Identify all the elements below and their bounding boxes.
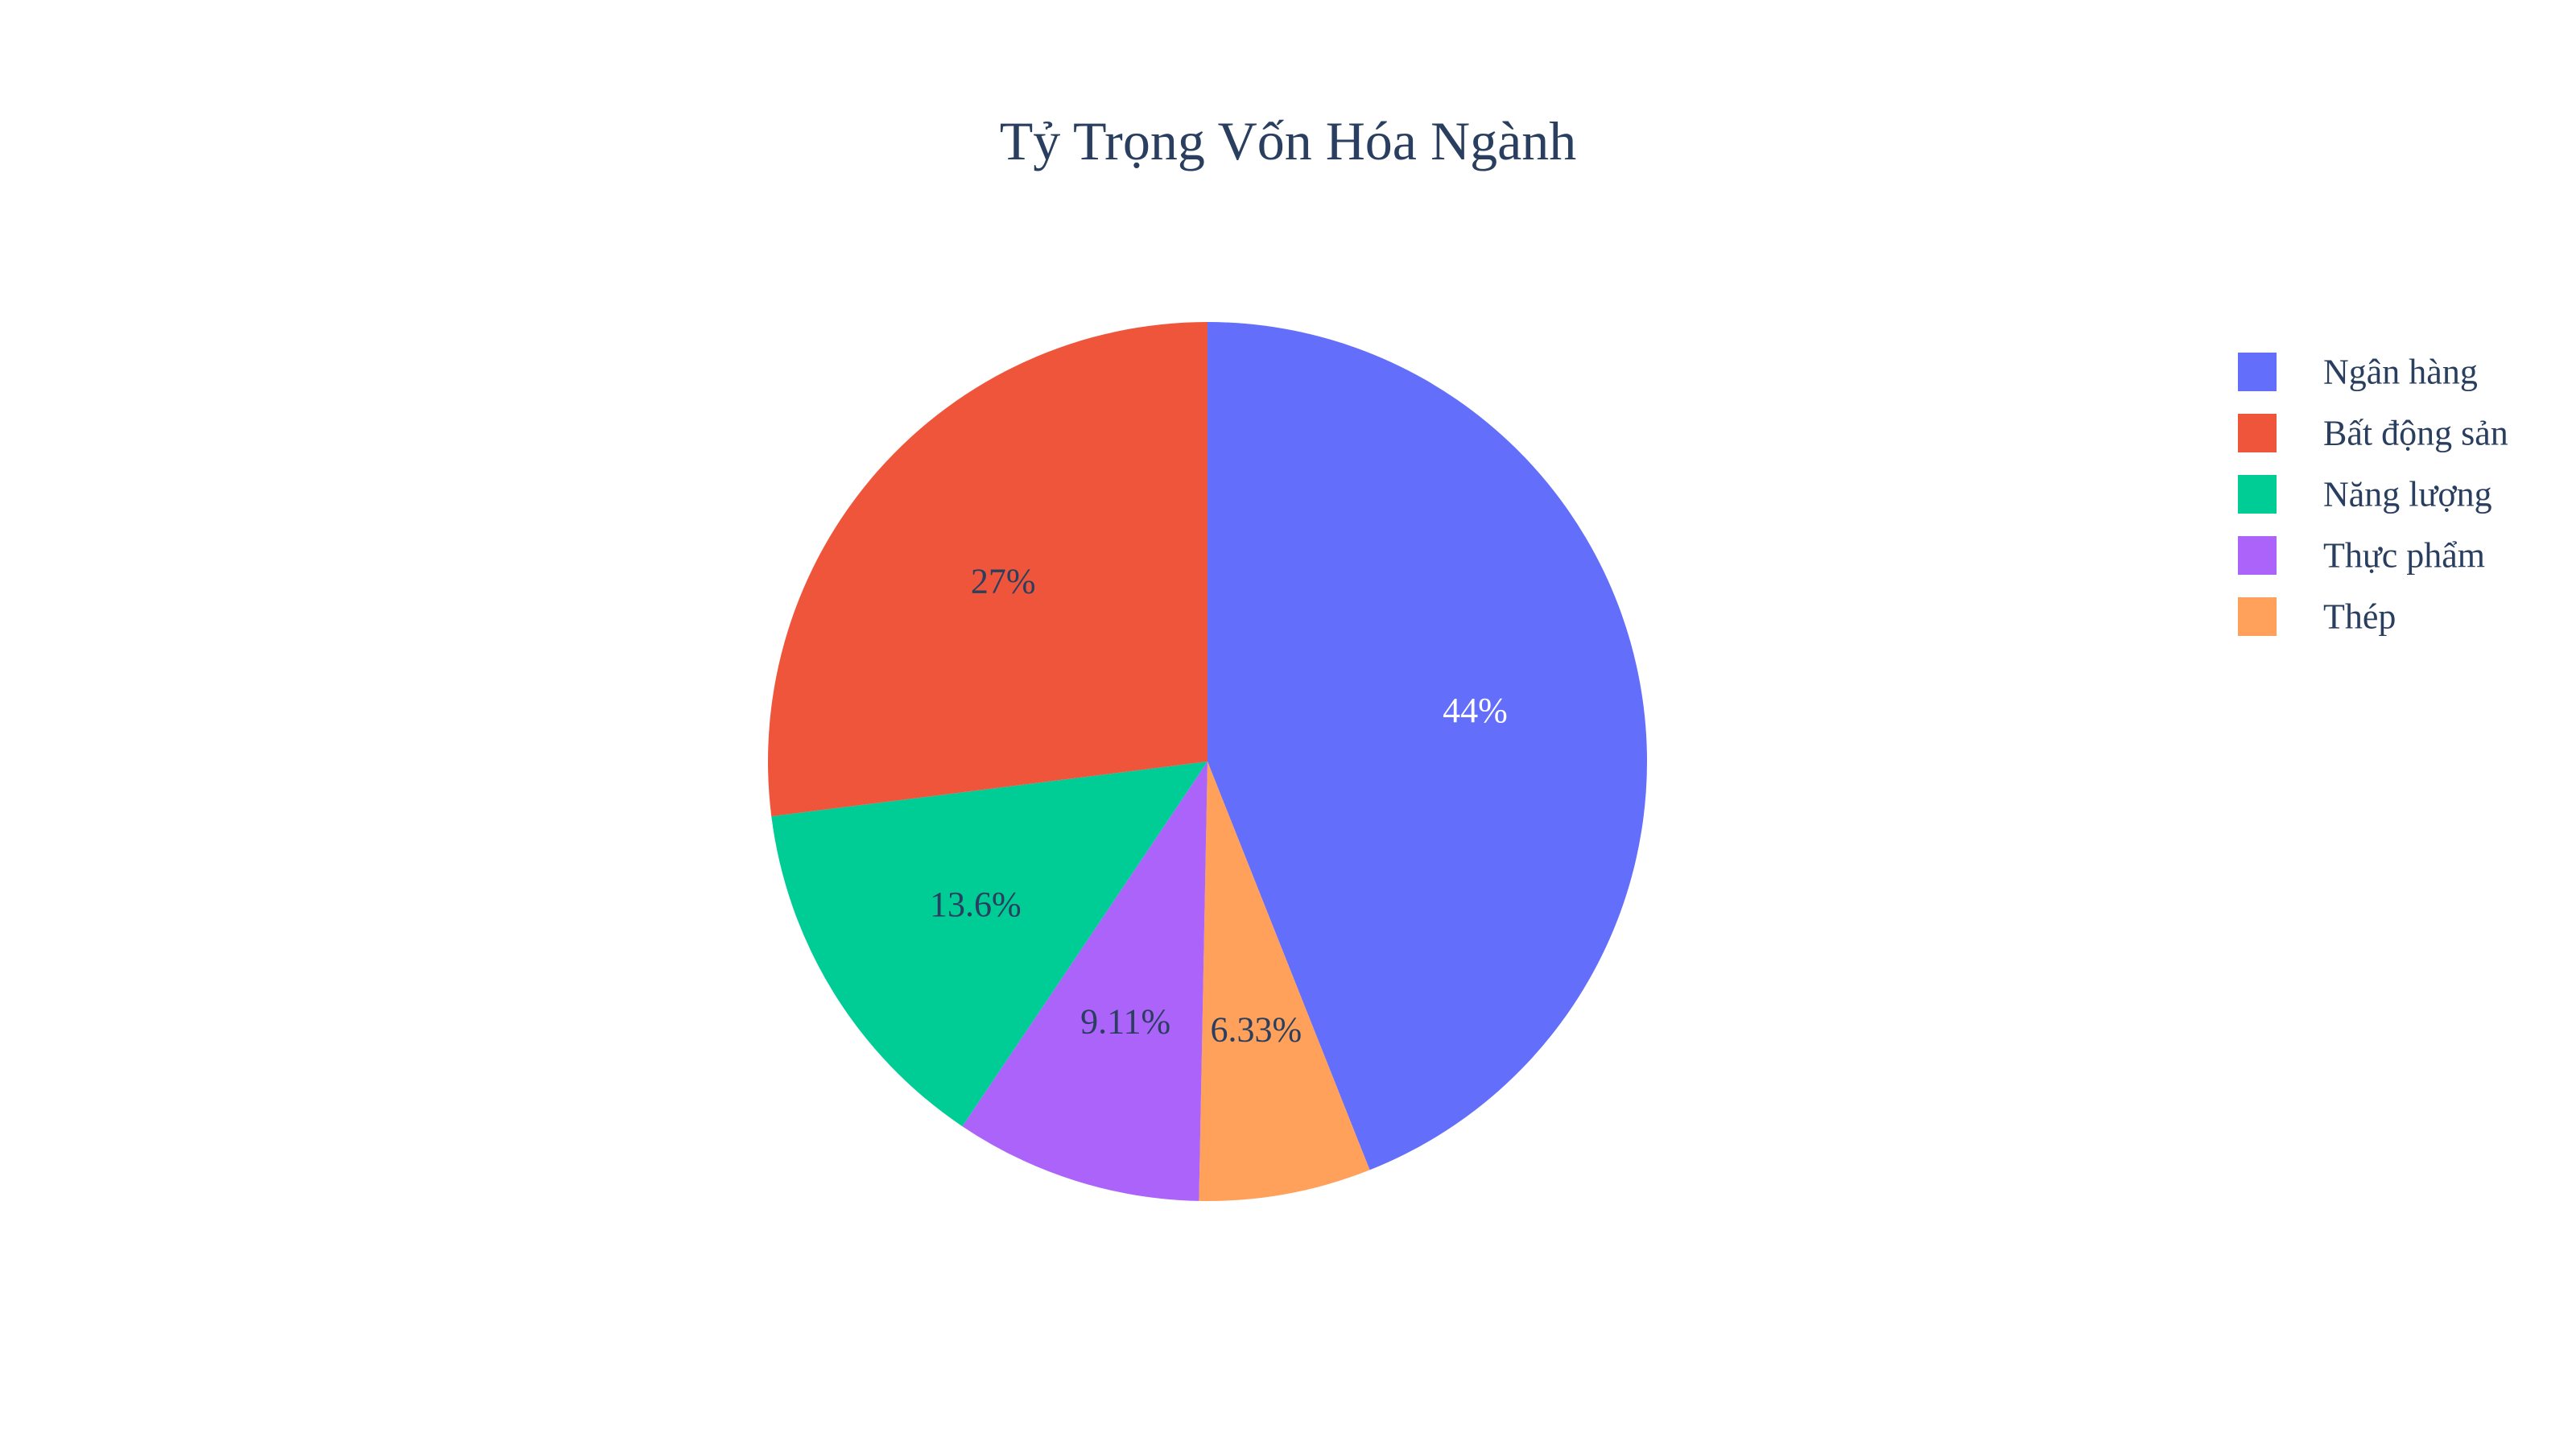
- legend-label-thep: Thép: [2323, 597, 2396, 637]
- slice-label-bat-dong-san: 27%: [971, 562, 1036, 601]
- legend: Ngân hàng Bất động sản Năng lượng Thực phẩm…: [2238, 353, 2508, 637]
- legend-swatch-thuc-pham: [2238, 536, 2277, 575]
- legend-item-thep[interactable]: Thép: [2238, 597, 2396, 637]
- legend-swatch-thep: [2238, 597, 2277, 636]
- pie-labels: 44% 6.33% 9.11% 13.6% 27%: [930, 562, 1508, 1050]
- chart-title: Tỷ Trọng Vốn Hóa Ngành: [1000, 110, 1577, 171]
- pie-slice-thep: [1199, 762, 1370, 1201]
- slice-label-nang-luong: 13.6%: [930, 885, 1022, 924]
- pie-slice-ngan-hang: [1208, 322, 1647, 1170]
- pie-slice-nang-luong: [771, 762, 1208, 1127]
- legend-item-ngan-hang[interactable]: Ngân hàng: [2238, 353, 2478, 392]
- legend-label-bat-dong-san: Bất động sản: [2323, 414, 2508, 453]
- legend-swatch-nang-luong: [2238, 475, 2277, 514]
- legend-label-ngan-hang: Ngân hàng: [2323, 353, 2478, 392]
- pie-slices: [767, 322, 1647, 1201]
- slice-label-thep: 6.33%: [1211, 1010, 1302, 1050]
- pie-slice-thuc-pham: [962, 762, 1208, 1201]
- legend-label-thuc-pham: Thực phẩm: [2323, 536, 2485, 576]
- legend-label-nang-luong: Năng lượng: [2323, 475, 2492, 514]
- slice-label-ngan-hang: 44%: [1443, 691, 1508, 730]
- slice-label-thuc-pham: 9.11%: [1080, 1001, 1170, 1041]
- legend-swatch-bat-dong-san: [2238, 414, 2277, 452]
- legend-item-thuc-pham[interactable]: Thực phẩm: [2238, 536, 2485, 576]
- legend-swatch-ngan-hang: [2238, 353, 2277, 391]
- pie-slice-bat-dong-san: [767, 322, 1208, 817]
- legend-item-bat-dong-san[interactable]: Bất động sản: [2238, 414, 2508, 453]
- legend-item-nang-luong[interactable]: Năng lượng: [2238, 475, 2492, 514]
